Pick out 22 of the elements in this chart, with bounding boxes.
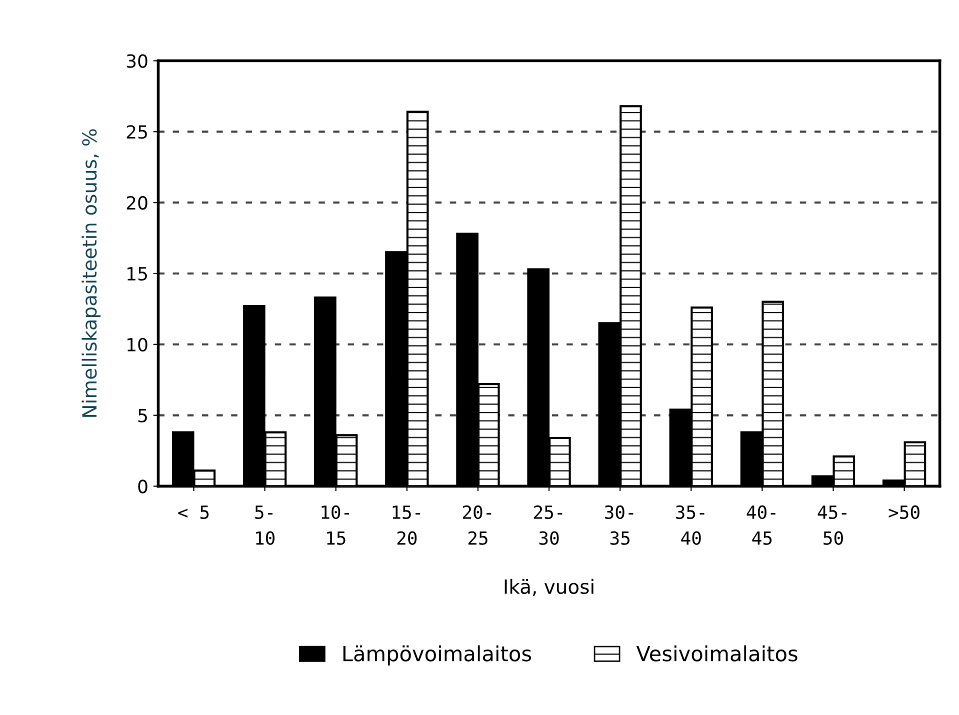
x-tick-label: < 5 [178,506,209,520]
legend-label: Lämpövoimalaitos [343,645,532,666]
x-tick-label: 20- 25 [463,505,492,545]
y-tick-label: 30 [126,54,148,68]
x-tick-label: 35- 40 [676,505,704,545]
y-tick-label: 15 [128,267,147,281]
y-tick-label: 0 [138,480,148,494]
x-tick-label: 10- 15 [322,505,350,545]
x-tick-label: 40- 45 [746,505,776,545]
y-tick-label: 20 [126,196,148,210]
y-tick-label: 5 [138,408,147,422]
x-tick-label: 5- 10 [255,506,275,545]
x-tick-label: 15- 20 [392,506,420,545]
y-axis-title: Nimelliskapasiteetin osuus, % [82,129,101,417]
y-tick-label: 25 [126,125,147,139]
x-tick-label: 30- 35 [604,505,634,545]
x-tick-label: 25- 30 [534,505,562,545]
y-tick-label: 10 [128,338,148,352]
x-tick-label: >50 [888,505,920,520]
legend-label: Vesivoimalaitos [636,645,798,662]
x-axis-title: Ikä, vuosi [504,578,594,596]
x-tick-label: 45- 50 [818,506,846,545]
